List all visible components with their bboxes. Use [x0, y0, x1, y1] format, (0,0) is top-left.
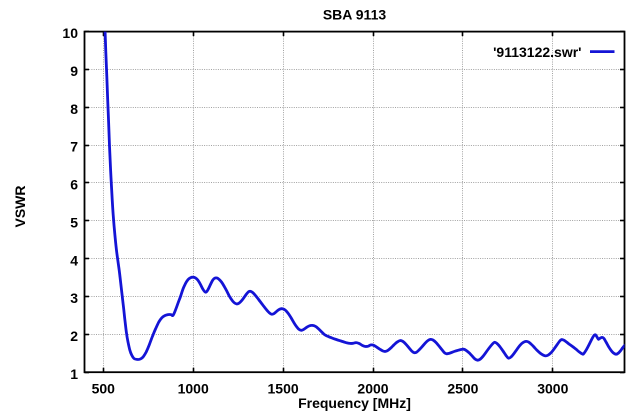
svg-text:2500: 2500	[447, 381, 478, 397]
svg-text:3: 3	[70, 290, 78, 306]
svg-text:8: 8	[70, 101, 78, 117]
svg-text:1000: 1000	[178, 381, 209, 397]
svg-text:VSWR: VSWR	[12, 186, 28, 228]
svg-text:6: 6	[70, 177, 78, 193]
svg-text:SBA 9113: SBA 9113	[323, 7, 387, 23]
svg-text:9: 9	[70, 63, 78, 79]
svg-text:5: 5	[70, 214, 78, 230]
svg-text:10: 10	[62, 25, 78, 41]
svg-text:2000: 2000	[357, 381, 388, 397]
svg-text:500: 500	[92, 381, 116, 397]
svg-text:4: 4	[70, 252, 78, 268]
svg-text:3000: 3000	[537, 381, 568, 397]
svg-text:1: 1	[70, 366, 78, 382]
svg-text:'9113122.swr': '9113122.swr'	[493, 44, 581, 60]
svg-text:7: 7	[70, 139, 78, 155]
svg-text:1500: 1500	[268, 381, 299, 397]
svg-text:Frequency [MHz]: Frequency [MHz]	[298, 395, 411, 411]
svg-text:2: 2	[70, 328, 78, 344]
